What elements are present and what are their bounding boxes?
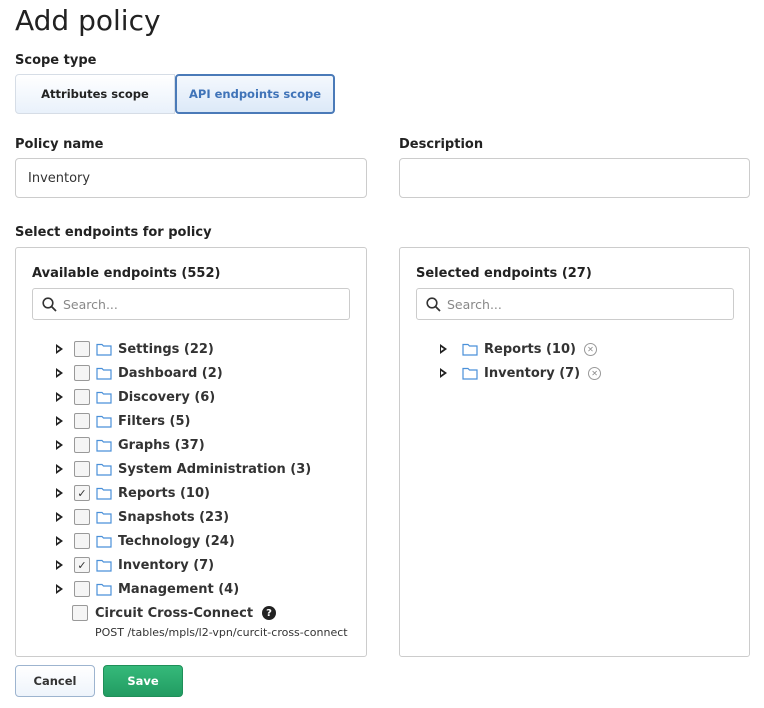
endpoint-group[interactable]: Settings (22) xyxy=(56,339,214,359)
expand-icon[interactable] xyxy=(56,392,63,402)
expand-icon[interactable] xyxy=(56,416,63,426)
selected-endpoints-panel: Selected endpoints (27) Search... Report… xyxy=(399,247,750,657)
endpoint-group[interactable]: Management (4) xyxy=(56,579,239,599)
endpoint-group[interactable]: Snapshots (23) xyxy=(56,507,229,527)
expand-icon[interactable] xyxy=(56,512,63,522)
group-label: Dashboard (2) xyxy=(118,365,223,381)
checkbox[interactable] xyxy=(74,581,90,597)
group-label: Reports (10) xyxy=(118,485,210,501)
expand-icon[interactable] xyxy=(56,536,63,546)
group-label: Management (4) xyxy=(118,581,240,597)
endpoint-group[interactable]: System Administration (3) xyxy=(56,459,311,479)
checkbox[interactable] xyxy=(72,605,88,621)
cancel-button[interactable]: Cancel xyxy=(15,665,95,697)
endpoint-group[interactable]: Filters (5) xyxy=(56,411,190,431)
endpoints-label: Select endpoints for policy xyxy=(15,225,212,240)
expand-icon[interactable] xyxy=(56,560,63,570)
expand-icon[interactable] xyxy=(56,488,63,498)
description-input[interactable] xyxy=(399,158,750,198)
selected-search-input[interactable]: Search... xyxy=(416,288,734,320)
endpoint-group[interactable]: Dashboard (2) xyxy=(56,363,223,383)
checkbox[interactable] xyxy=(74,365,90,381)
checkbox[interactable]: ✓ xyxy=(74,557,90,573)
remove-icon[interactable]: ✕ xyxy=(588,366,602,380)
group-label: Snapshots (23) xyxy=(118,509,230,525)
folder-icon xyxy=(96,415,112,428)
group-label: Discovery (6) xyxy=(118,389,216,405)
group-label: Inventory (7) xyxy=(118,557,215,573)
checkbox[interactable] xyxy=(74,509,90,525)
folder-icon xyxy=(96,367,112,380)
search-icon xyxy=(426,297,441,312)
endpoint-group[interactable]: ✓ Inventory (7) xyxy=(56,555,214,575)
help-icon[interactable]: ? xyxy=(262,606,277,620)
folder-icon xyxy=(96,391,112,404)
endpoint-path: POST /tables/mpls/l2-vpn/curcit-cross-co… xyxy=(95,626,348,639)
save-button[interactable]: Save xyxy=(103,665,183,697)
scope-type-label: Scope type xyxy=(15,53,97,68)
attributes-scope-button[interactable]: Attributes scope xyxy=(15,74,175,114)
folder-icon xyxy=(96,511,112,524)
endpoint-group[interactable]: Discovery (6) xyxy=(56,387,215,407)
checkbox[interactable] xyxy=(74,533,90,549)
checkbox[interactable] xyxy=(74,341,90,357)
remove-icon[interactable]: ✕ xyxy=(583,342,597,356)
expand-icon[interactable] xyxy=(56,344,63,354)
group-label: Graphs (37) xyxy=(118,437,205,453)
available-title: Available endpoints (552) xyxy=(32,266,221,281)
policy-name-label: Policy name xyxy=(15,137,104,152)
selected-group[interactable]: Reports (10) ✕ xyxy=(440,339,597,359)
expand-icon[interactable] xyxy=(56,584,63,594)
folder-icon xyxy=(96,439,112,452)
group-label: Reports (10) xyxy=(484,341,576,357)
selected-group[interactable]: Inventory (7) ✕ xyxy=(440,363,602,383)
folder-icon xyxy=(462,367,478,380)
folder-icon xyxy=(96,343,112,356)
policy-name-input[interactable]: Inventory xyxy=(15,158,367,198)
expand-icon[interactable] xyxy=(440,368,447,378)
page-title: Add policy xyxy=(15,4,161,37)
group-label: Inventory (7) xyxy=(484,365,581,381)
endpoint-leaf[interactable]: Circuit Cross-Connect ? xyxy=(72,603,277,623)
group-label: Settings (22) xyxy=(118,341,214,357)
endpoint-group[interactable]: Graphs (37) xyxy=(56,435,205,455)
folder-icon xyxy=(96,463,112,476)
description-label: Description xyxy=(399,137,484,152)
selected-title: Selected endpoints (27) xyxy=(416,266,592,281)
folder-icon xyxy=(462,343,478,356)
group-label: System Administration (3) xyxy=(118,461,312,477)
checkbox[interactable] xyxy=(74,413,90,429)
available-search-input[interactable]: Search... xyxy=(32,288,350,320)
group-label: Technology (24) xyxy=(118,533,235,549)
group-label: Filters (5) xyxy=(118,413,191,429)
available-endpoints-panel: Available endpoints (552) Search... Sett… xyxy=(15,247,367,657)
expand-icon[interactable] xyxy=(56,464,63,474)
checkbox[interactable]: ✓ xyxy=(74,485,90,501)
search-icon xyxy=(42,297,57,312)
folder-icon xyxy=(96,583,112,596)
endpoint-group[interactable]: ✓ Reports (10) xyxy=(56,483,210,503)
folder-icon xyxy=(96,559,112,572)
folder-icon xyxy=(96,487,112,500)
api-endpoints-scope-button[interactable]: API endpoints scope xyxy=(175,74,335,114)
checkbox[interactable] xyxy=(74,437,90,453)
folder-icon xyxy=(96,535,112,548)
checkbox[interactable] xyxy=(74,461,90,477)
expand-icon[interactable] xyxy=(440,344,447,354)
expand-icon[interactable] xyxy=(56,440,63,450)
expand-icon[interactable] xyxy=(56,368,63,378)
endpoint-group[interactable]: Technology (24) xyxy=(56,531,235,551)
checkbox[interactable] xyxy=(74,389,90,405)
